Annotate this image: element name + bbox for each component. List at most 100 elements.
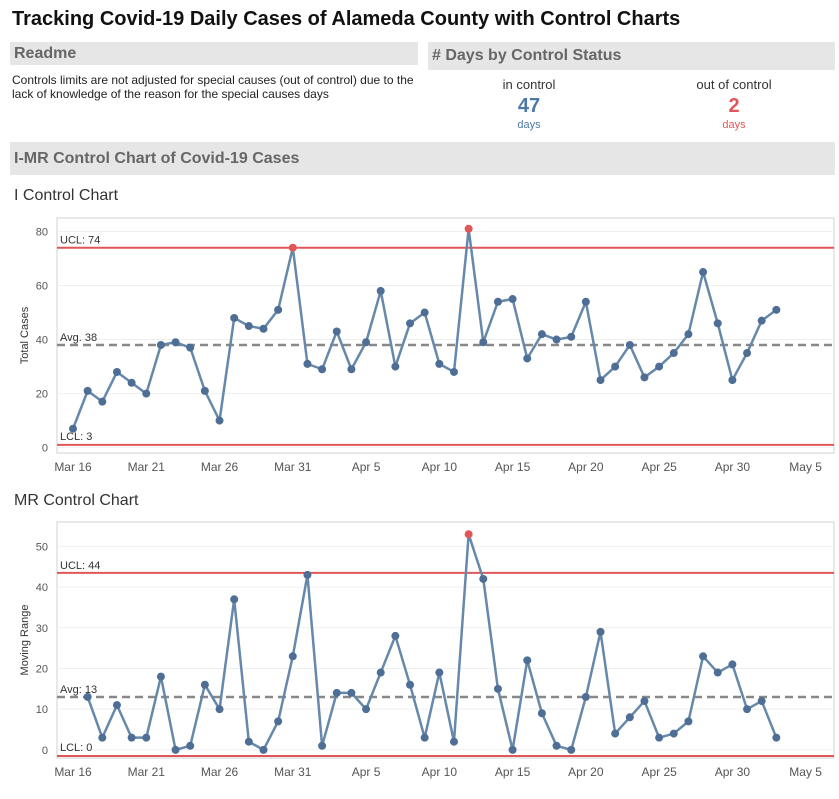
i-chart-out-of-control-point	[464, 224, 473, 233]
mr-chart-data-point	[743, 705, 752, 714]
mr-chart-data-point	[567, 745, 576, 754]
mr-chart-data-point	[391, 631, 400, 640]
mr-chart-data-point	[479, 574, 488, 583]
i-chart-x-tick-label: Mar 31	[274, 460, 312, 474]
i-chart-data-point	[303, 359, 312, 368]
i-chart-data-point	[772, 305, 781, 314]
mr-chart-data-point	[757, 697, 766, 706]
kpi-in-control-value: 47	[517, 95, 541, 117]
mr-chart-data-point	[625, 713, 634, 722]
mr-control-chart[interactable]: 0 10 20 30 40 50 Moving Range Mar 16 Mar 21 Mar 2…	[0, 514, 839, 789]
mr-chart-data-point	[332, 688, 341, 697]
mr-chart-x-tick-label: Apr 5	[352, 765, 381, 779]
i-chart-data-point	[611, 362, 620, 371]
i-control-chart[interactable]: 0 20 40 60 80 Total Cases Mar 16 Mar 21 Mar 26 Ma…	[0, 208, 839, 478]
i-chart-data-point	[127, 378, 136, 387]
i-chart-data-point	[743, 349, 752, 358]
i-chart-data-point	[508, 295, 517, 304]
i-chart-data-point	[552, 335, 561, 344]
i-chart-data-point	[69, 424, 77, 433]
i-chart-avg-label: Avg. 38	[60, 332, 97, 344]
i-chart-x-tick-label: Apr 15	[495, 460, 531, 474]
mr-chart-data-point	[318, 741, 327, 750]
kpi-out-of-control-label: out of control	[696, 77, 772, 92]
mr-chart-y-tick-label: 30	[36, 623, 48, 635]
mr-chart-data-point	[112, 701, 121, 710]
i-chart-data-point	[200, 386, 209, 395]
i-chart-data-point	[420, 308, 429, 317]
i-chart-data-point	[142, 389, 151, 398]
kpi-out-of-control[interactable]: out of control 2 days	[654, 77, 814, 131]
i-chart-data-point	[596, 376, 605, 385]
i-chart-x-tick-label: Apr 20	[568, 460, 604, 474]
i-chart-data-point	[625, 340, 634, 349]
mr-chart-data-point	[508, 745, 517, 754]
i-chart-data-point	[493, 297, 502, 306]
mr-chart-avg-label: Avg: 13	[60, 684, 97, 696]
kpi-in-control[interactable]: in control 47 days	[449, 77, 609, 131]
i-chart-data-point	[259, 324, 268, 333]
i-chart-data-point	[244, 322, 253, 331]
mr-chart-x-tick-label: Mar 16	[54, 765, 92, 779]
mr-chart-data-point	[303, 570, 312, 579]
mr-chart-data-point	[713, 668, 722, 677]
dashboard-title: Tracking Covid-19 Daily Cases of Alameda…	[12, 8, 681, 30]
readme-header: Readme	[10, 42, 418, 65]
mr-chart-data-point	[142, 733, 151, 742]
mr-chart-data-point	[376, 668, 385, 677]
i-chart-data-point	[655, 362, 664, 371]
mr-chart-data-point	[288, 652, 297, 661]
i-chart-lcl-label: LCL: 3	[60, 431, 92, 443]
i-chart-plot-area	[56, 217, 835, 454]
i-chart-data-point	[713, 319, 722, 328]
mr-chart-data-point	[655, 733, 664, 742]
i-chart-x-tick-label: May 5	[789, 460, 822, 474]
mr-chart-data-point	[244, 737, 253, 746]
i-chart-x-tick-label: Apr 5	[352, 460, 381, 474]
mr-chart-data-point	[156, 672, 165, 681]
i-chart-data-point	[112, 367, 121, 376]
mr-chart-data-point	[699, 652, 708, 661]
readme-heading: Readme	[14, 45, 77, 62]
mr-chart-y-tick-label: 40	[36, 582, 48, 594]
readme-text: Controls limits are not adjusted for spe…	[12, 73, 414, 101]
i-chart-data-point	[406, 319, 415, 328]
i-chart-y-tick-label: 20	[36, 389, 48, 401]
mr-chart-x-tick-label: Mar 21	[128, 765, 166, 779]
i-chart-data-point	[479, 338, 488, 347]
i-chart-data-point	[523, 354, 532, 363]
mr-chart-title: MR Control Chart	[14, 492, 139, 509]
mr-chart-data-point	[669, 729, 678, 738]
i-chart-data-point	[435, 359, 444, 368]
mr-chart-data-point	[537, 709, 546, 718]
i-chart-data-point	[215, 416, 224, 425]
i-chart-data-point	[98, 397, 107, 406]
i-chart-data-point	[347, 365, 356, 374]
i-chart-x-tick-label: Apr 10	[422, 460, 458, 474]
mr-chart-data-point	[259, 745, 268, 754]
i-chart-x-tick-label: Apr 25	[641, 460, 677, 474]
status-header: # Days by Control Status	[428, 42, 835, 70]
i-chart-data-point	[318, 365, 327, 374]
i-chart-data-point	[156, 340, 165, 349]
mr-chart-data-point	[435, 668, 444, 677]
mr-chart-series-line	[86, 532, 778, 752]
mr-chart-data-point	[728, 660, 737, 669]
mr-chart-plot-area	[56, 521, 835, 759]
status-heading: # Days by Control Status	[432, 47, 622, 64]
mr-chart-x-tick-label: Mar 26	[201, 765, 239, 779]
mr-chart-data-point	[98, 733, 107, 742]
mr-chart-data-point	[449, 737, 458, 746]
mr-chart-lcl-label: LCL: 0	[60, 742, 92, 754]
i-chart-data-point	[757, 316, 766, 325]
i-chart-title: I Control Chart	[14, 187, 119, 204]
mr-chart-data-point	[171, 745, 180, 754]
i-chart-data-point	[699, 268, 708, 277]
mr-chart-data-point	[127, 733, 136, 742]
mr-chart-y-tick-label: 20	[36, 663, 48, 675]
mr-chart-data-point	[493, 684, 502, 693]
mr-chart-data-point	[83, 692, 92, 701]
i-chart-data-point	[640, 373, 649, 382]
i-chart-data-point	[449, 367, 458, 376]
mr-chart-data-point	[596, 627, 605, 636]
